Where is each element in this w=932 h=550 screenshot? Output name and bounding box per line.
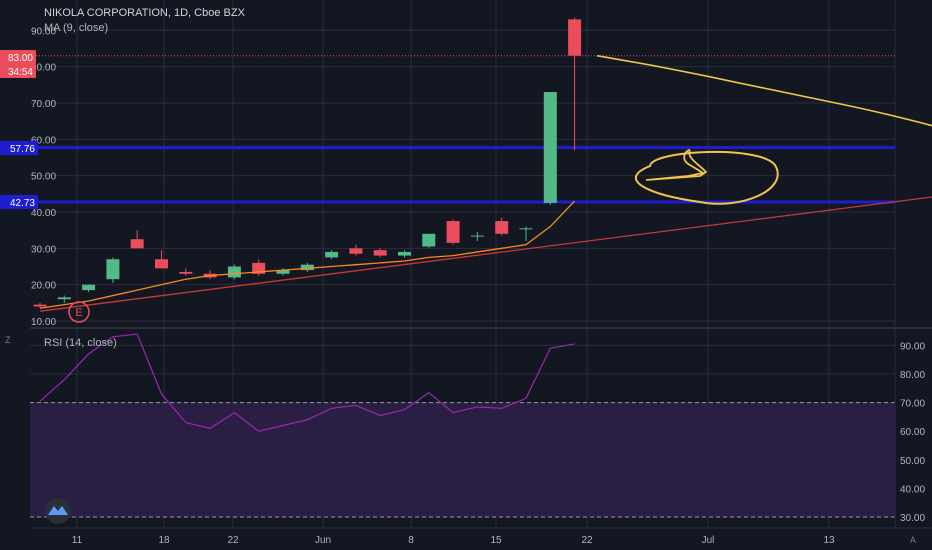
price-tick-label: 30.00 — [31, 244, 56, 255]
level-low-value: 42.73 — [10, 198, 35, 209]
auto-scale-icon[interactable]: A — [910, 535, 916, 545]
time-axis[interactable]: 11 18 22 Jun 8 15 22 Jul 13 — [72, 535, 835, 546]
time-tick-label: Jun — [315, 535, 331, 546]
rsi-tick-label: 50.00 — [900, 456, 925, 467]
hand-drawn-circle[interactable] — [635, 149, 779, 205]
price-axis[interactable]: 10.00 20.00 30.00 40.00 50.00 60.00 70.00 80.00… — [31, 26, 56, 328]
rsi-tick-label: 70.00 — [900, 399, 925, 410]
rsi-tick-label: 30.00 — [900, 513, 925, 524]
rsi-tick-label: 40.00 — [900, 484, 925, 495]
candle-body — [349, 248, 363, 254]
price-tick-label: 70.00 — [31, 99, 56, 110]
candle-body — [568, 19, 582, 56]
time-tick-label: Jul — [702, 535, 715, 546]
earnings-event-label: E — [75, 307, 82, 319]
candle-body — [470, 235, 484, 237]
price-tick-label: 90.00 — [31, 26, 56, 37]
last-price-badge: 83.00 — [0, 50, 36, 64]
rsi-tick-label: 80.00 — [900, 370, 925, 381]
candle-body — [82, 284, 96, 291]
price-grid — [30, 29, 895, 322]
price-tick-label: 40.00 — [31, 208, 56, 219]
candle-body — [227, 266, 241, 278]
time-tick-label: 22 — [227, 535, 239, 546]
candle-body — [252, 262, 266, 274]
candle-body — [106, 259, 120, 280]
candle-body — [33, 304, 47, 307]
candle-body — [57, 297, 71, 300]
ma-line — [39, 200, 576, 309]
time-tick-label: 22 — [581, 535, 593, 546]
time-tick-label: 13 — [823, 535, 835, 546]
last-price-value: 83.00 — [8, 53, 33, 64]
zoom-left-icon[interactable]: Z — [5, 335, 11, 345]
trendline[interactable] — [39, 156, 932, 312]
rsi-legend[interactable]: RSI (14, close) — [44, 337, 117, 349]
left-toolbar-strip — [0, 0, 30, 550]
candle-body — [300, 264, 314, 271]
candle-body — [276, 270, 290, 274]
time-tick-label: 15 — [490, 535, 502, 546]
candle-body — [325, 251, 339, 258]
countdown-badge: 34:54 — [0, 64, 36, 78]
countdown-value: 34:54 — [8, 67, 33, 78]
level-high-value: 57.76 — [10, 144, 35, 155]
time-tick-label: 11 — [72, 535, 83, 546]
price-tick-label: 10.00 — [31, 317, 56, 328]
candles — [33, 17, 582, 309]
earnings-event-icon[interactable] — [68, 301, 90, 323]
rsi-band — [30, 402, 895, 517]
candle-body — [398, 251, 411, 256]
price-tick-label: 20.00 — [31, 281, 56, 292]
candle-body — [495, 221, 509, 234]
tradingview-logo-icon[interactable] — [45, 498, 71, 524]
ma-legend[interactable]: MA (9, close) — [44, 22, 108, 34]
candle-body — [543, 92, 557, 203]
candle-body — [422, 233, 436, 247]
candle-body — [179, 271, 193, 274]
price-tick-label: 50.00 — [31, 172, 56, 183]
level-high-badge: 57.76 — [0, 141, 38, 155]
candle-body — [155, 259, 168, 269]
symbol-title[interactable]: NIKOLA CORPORATION, 1D, Cboe BZX — [44, 7, 246, 19]
ma-drawn-extension[interactable] — [596, 54, 932, 170]
rsi-axis[interactable]: 30.00 40.00 50.00 60.00 70.00 80.00 90.00 — [900, 341, 925, 524]
rsi-tick-label: 90.00 — [900, 341, 925, 352]
candle-body — [446, 221, 460, 243]
level-low-badge: 42.73 — [0, 195, 38, 209]
candle-body — [519, 228, 533, 230]
time-tick-label: 18 — [158, 535, 170, 546]
price-tick-label: 60.00 — [31, 135, 56, 146]
candle-body — [373, 250, 387, 256]
time-tick-label: 8 — [408, 535, 414, 546]
rsi-line — [39, 333, 575, 432]
candle-body — [130, 239, 144, 249]
rsi-tick-label: 60.00 — [900, 427, 925, 438]
price-tick-label: 80.00 — [31, 63, 56, 74]
